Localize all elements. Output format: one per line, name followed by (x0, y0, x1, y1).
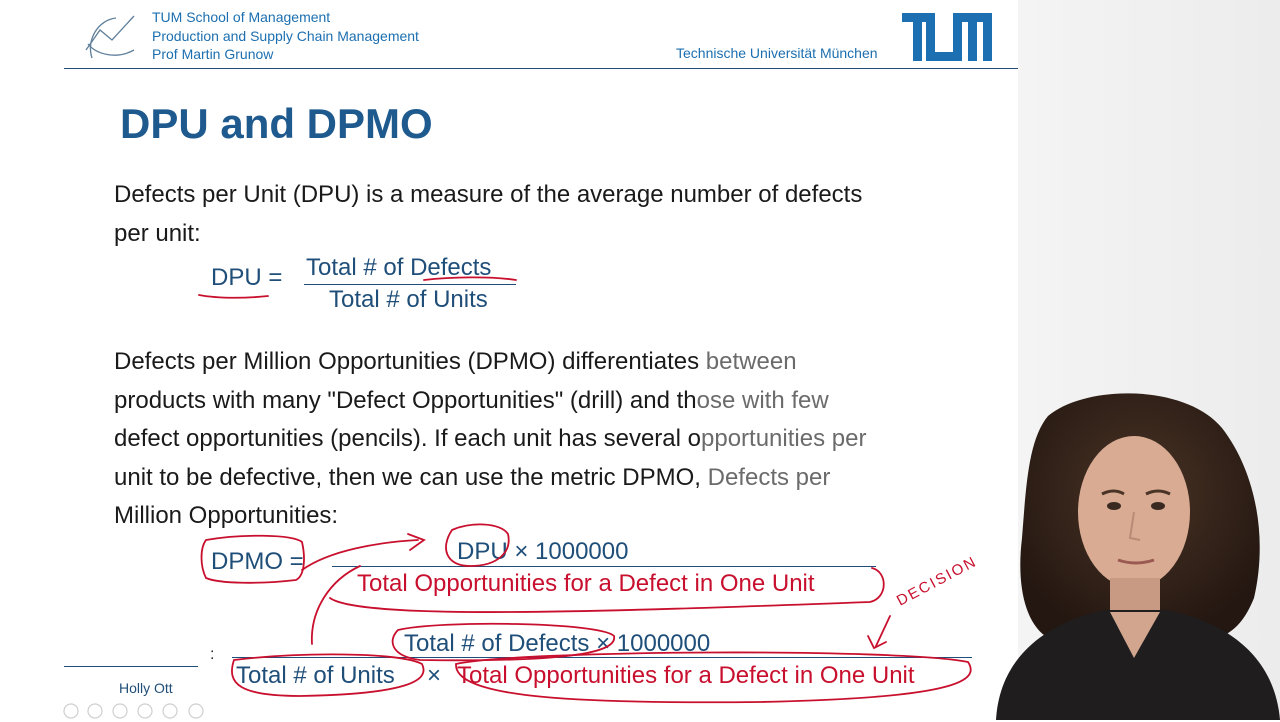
equivalence-colon: : (210, 646, 215, 663)
dpmo-formula2-opportunities: Total Opportunities for a Defect in One … (457, 662, 915, 689)
footer-divider (64, 666, 198, 667)
dpmo-definition-line-5: Million Opportunities: (114, 502, 339, 529)
school-logo-icon (85, 15, 135, 59)
dpmo-formula-denominator: Total Opportunities for a Defect in One … (357, 570, 815, 597)
presenter-name: Holly Ott (119, 680, 173, 696)
dpu-fraction-bar (304, 284, 516, 285)
dpmo-formula-numerator: DPU × 1000000 (457, 538, 629, 565)
dpmo-formula2-numerator: Total # of Defects × 1000000 (404, 630, 711, 657)
dpmo-definition-line-1: Defects per Million Opportunities (DPMO)… (114, 343, 866, 382)
slide-nav-controls (63, 703, 204, 719)
text-segment-faded: between (705, 348, 797, 375)
dpmo-formula2-times: × (427, 662, 442, 689)
dpu-formula-denominator: Total # of Units (329, 286, 488, 313)
slide-title: DPU and DPMO (120, 100, 433, 147)
dpu-definition: Defects per Unit (DPU) is a measure of t… (114, 176, 862, 253)
text-segment: defect opportunities (pencils). If each … (114, 425, 701, 452)
dpmo-formula2-units: Total # of Units (236, 662, 395, 689)
dpmo-definition-line-3: defect opportunities (pencils). If each … (114, 420, 866, 459)
text-segment-faded: ose with few (696, 386, 829, 414)
dpmo-fraction-bar (332, 566, 876, 567)
text-segment-faded: Defects per (707, 463, 831, 491)
text-segment: unit to be defective, then we can use th… (114, 463, 708, 491)
dpu-definition-line-1: Defects per Unit (DPU) is a measure of t… (114, 181, 863, 208)
dpmo-definition-line-4: unit to be defective, then we can use th… (114, 459, 866, 498)
dpmo2-fraction-bar (232, 657, 972, 658)
dpu-formula-lhs: DPU = (211, 264, 283, 291)
presenter-video (996, 393, 1280, 720)
dpmo-definition-line-2: products with many "Defect Opportunities… (114, 382, 866, 421)
org-line-professor: Prof Martin Grunow (152, 46, 274, 62)
text-segment-faded: pportunities per (701, 425, 867, 452)
org-line-school: TUM School of Management (152, 9, 331, 25)
more-options-icon[interactable] (188, 703, 204, 719)
text-segment: Defects per Million Opportunities (DPMO)… (114, 348, 706, 375)
text-segment: products with many "Defect Opportunities… (114, 386, 697, 414)
header-divider (64, 68, 1018, 69)
zoom-icon[interactable] (162, 703, 178, 719)
dpmo-formula-lhs: DPMO = (211, 548, 304, 575)
slides-icon[interactable] (137, 703, 153, 719)
presenter-jacket (996, 610, 1280, 720)
dpmo-definition: Defects per Million Opportunities (DPMO)… (114, 343, 866, 536)
dpu-definition-line-2: per unit: (114, 219, 201, 247)
university-name: Technische Universität München (676, 45, 878, 61)
tum-logo-icon (902, 13, 992, 61)
previous-slide-icon[interactable] (63, 703, 79, 719)
next-slide-icon[interactable] (87, 703, 103, 719)
pen-icon[interactable] (112, 703, 128, 719)
dpu-formula-numerator: Total # of Defects (306, 254, 492, 281)
org-line-chair: Production and Supply Chain Management (152, 28, 419, 44)
